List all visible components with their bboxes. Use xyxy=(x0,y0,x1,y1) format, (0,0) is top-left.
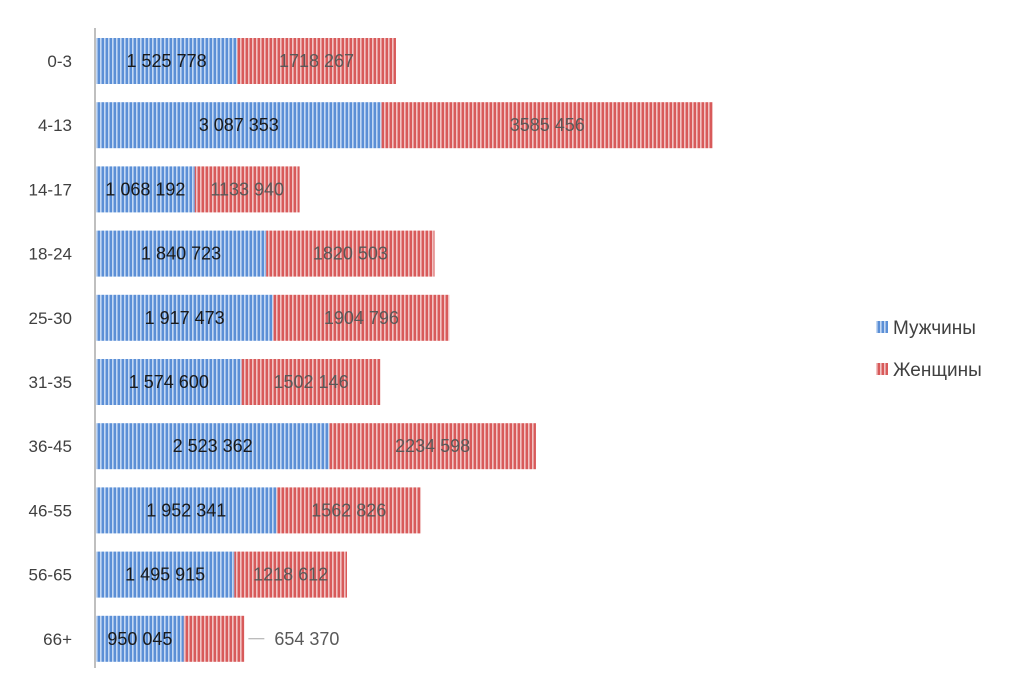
value-label-men: 950 045 xyxy=(107,629,172,649)
category-label: 4-13 xyxy=(38,116,72,135)
value-label-men: 1 525 778 xyxy=(127,51,207,71)
bar-men xyxy=(96,294,274,341)
value-label-men: 1 495 915 xyxy=(125,565,205,585)
bar-men xyxy=(96,230,267,277)
category-label: 46-55 xyxy=(29,501,72,520)
value-label-women: 1562 826 xyxy=(311,500,386,520)
bar-men xyxy=(96,166,195,213)
legend-swatch-men xyxy=(876,321,888,333)
category-label: 31-35 xyxy=(29,373,72,392)
value-label-women: 1718 267 xyxy=(279,51,354,71)
legend: Мужчины Женщины xyxy=(876,318,982,381)
bars-layer xyxy=(96,38,713,662)
category-label: 25-30 xyxy=(29,309,72,328)
value-label-men: 3 087 353 xyxy=(199,115,279,135)
bar-women xyxy=(329,423,536,470)
bar-men xyxy=(96,38,238,84)
bar-men xyxy=(96,615,184,662)
category-label: 0-3 xyxy=(47,52,72,71)
bar-women xyxy=(183,615,245,662)
bar-women xyxy=(237,38,396,84)
bar-women xyxy=(241,359,381,405)
value-label-men: 1 574 600 xyxy=(129,372,209,392)
bar-men xyxy=(96,102,382,149)
legend-swatch-women xyxy=(876,363,888,375)
value-label-men: 1 917 473 xyxy=(145,308,225,328)
legend-label-men: Мужчины xyxy=(893,318,976,339)
bar-women xyxy=(266,230,435,277)
value-label-women: 1502 146 xyxy=(274,372,349,392)
value-label-women: 654 370 xyxy=(274,629,339,649)
category-label: 36-45 xyxy=(29,437,72,456)
value-label-women: 1133 940 xyxy=(210,179,284,199)
value-label-men: 1 068 192 xyxy=(105,179,185,199)
category-label: 56-65 xyxy=(29,566,72,585)
bar-women xyxy=(194,166,300,213)
value-label-women: 1218 612 xyxy=(253,565,328,585)
bar-women xyxy=(381,102,713,149)
bar-men xyxy=(96,423,330,470)
bar-men xyxy=(96,359,242,405)
labels-layer: 0-3 1 525 778 1718 267 4-13 3 087 353 3585 45… xyxy=(29,51,585,649)
category-label: 66+ xyxy=(43,630,72,649)
value-label-women: 1904 796 xyxy=(324,308,399,328)
bar-women xyxy=(276,487,422,534)
value-label-women: 1820 503 xyxy=(313,244,388,264)
value-label-men: 1 952 341 xyxy=(146,500,226,520)
value-label-men: 1 840 723 xyxy=(141,244,221,264)
bar-men xyxy=(96,551,235,598)
bar-women xyxy=(273,294,450,341)
category-label: 14-17 xyxy=(29,180,72,199)
value-label-men: 2 523 362 xyxy=(173,436,253,456)
bar-women xyxy=(234,551,347,598)
category-label: 18-24 xyxy=(29,245,72,264)
value-label-women: 2234 598 xyxy=(395,436,470,456)
bar-men xyxy=(96,487,277,534)
value-label-women: 3585 456 xyxy=(510,115,585,135)
legend-label-women: Женщины xyxy=(893,360,982,381)
